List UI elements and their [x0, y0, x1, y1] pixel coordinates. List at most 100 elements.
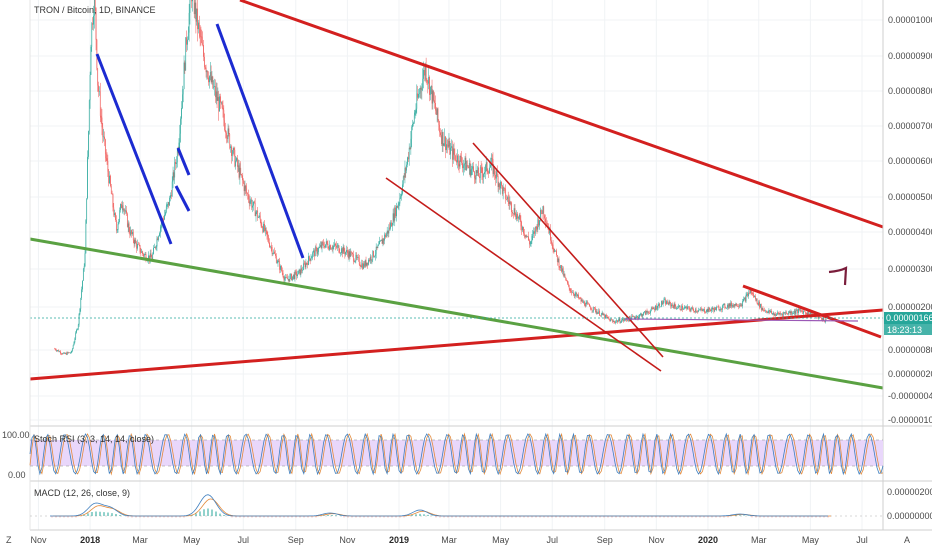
candle-body [337, 245, 339, 247]
candle-body [148, 255, 149, 261]
candle-body [334, 243, 336, 246]
trend-line-recent-down[interactable] [742, 284, 882, 339]
candle-body [323, 242, 325, 246]
candle-body [581, 300, 583, 302]
candle-body [299, 269, 301, 275]
candle-body [512, 212, 513, 214]
candle-body [549, 228, 551, 234]
candle-body [719, 309, 721, 311]
candle-body [562, 268, 564, 276]
time-axis[interactable]: Nov 2018 Mar May Jul Sep Nov 2019 Mar May Jul Sep No… [30, 535, 867, 545]
candle-body [464, 157, 466, 165]
candle-body [697, 311, 699, 313]
candle-body [135, 239, 137, 243]
candle-body [641, 313, 643, 317]
trend-line-blue-4[interactable] [215, 23, 305, 259]
price-axis[interactable]: 0.00001000 0.00000900 0.00000800 0.00000700… [888, 15, 932, 425]
candle-body [238, 165, 240, 178]
candle-body [215, 86, 216, 98]
candle-body [433, 91, 435, 101]
candle-body [587, 302, 589, 304]
candle-body [87, 156, 88, 199]
candle-body [248, 194, 249, 200]
candle-body [379, 240, 380, 245]
candle-body [702, 309, 704, 311]
candle-body [233, 148, 235, 150]
candle-body [479, 167, 481, 178]
candle-body [424, 69, 425, 76]
candle-body [457, 155, 458, 163]
candle-body [90, 46, 92, 75]
candle-body [347, 250, 348, 254]
candle-body [167, 202, 169, 205]
candle-body [498, 183, 500, 187]
trend-line-blue-2[interactable] [176, 147, 191, 176]
candle-body [419, 88, 421, 94]
candle-body [314, 250, 315, 257]
candle-body [681, 305, 683, 311]
timezone-button[interactable]: Z [6, 535, 12, 545]
candle-body [429, 86, 431, 95]
candle-body [192, 0, 193, 2]
candle-body [501, 181, 502, 186]
candle-body [661, 301, 662, 307]
trend-line-red-support[interactable] [29, 308, 884, 381]
candle-body [351, 252, 352, 253]
candle-body [643, 312, 644, 315]
candle-body [640, 313, 642, 315]
candle-body [765, 310, 766, 312]
candle-body [650, 307, 652, 311]
candle-body [371, 259, 373, 261]
candle-body [298, 269, 300, 271]
candle-body [704, 309, 705, 313]
candle-body [760, 303, 762, 311]
candle-body [716, 306, 718, 308]
auto-scale-button[interactable]: A [904, 535, 910, 545]
candle-body [414, 112, 416, 116]
candle-body [440, 135, 442, 145]
candle-body [655, 305, 657, 310]
candle-body [279, 261, 281, 270]
candle-body [275, 255, 277, 263]
candle-body [119, 210, 121, 220]
candle-body [577, 294, 578, 297]
candle-body [303, 263, 305, 265]
candle-body [651, 307, 653, 309]
candle-body [268, 237, 270, 243]
candle-body [121, 204, 122, 209]
candle-body [601, 312, 603, 314]
trend-line-channel-lower[interactable] [385, 177, 662, 372]
candle-body [653, 308, 655, 310]
trend-line-blue-1[interactable] [95, 53, 173, 245]
candle-body [80, 298, 82, 309]
candle-body [777, 312, 778, 315]
trend-line-purple[interactable] [624, 318, 859, 322]
trend-line-red-upper[interactable] [239, 0, 884, 229]
candle-body [753, 293, 755, 298]
candle-body [314, 247, 316, 257]
candle-body [266, 230, 268, 236]
candle-body [560, 265, 562, 268]
trend-line-green[interactable] [29, 237, 884, 390]
candle-body [700, 308, 702, 310]
candle-body [679, 305, 681, 310]
trend-line-blue-3[interactable] [174, 185, 191, 212]
candle-body [387, 230, 389, 234]
candle-body [639, 314, 641, 315]
candle-body [546, 222, 548, 226]
candle-body [418, 93, 419, 98]
candle-body [100, 115, 102, 118]
candle-body [285, 277, 286, 279]
candle-body [441, 132, 443, 145]
candle-body [664, 299, 666, 301]
candle-body [109, 175, 110, 184]
trend-line-channel-upper[interactable] [472, 142, 664, 358]
candle-body [589, 306, 591, 310]
candle-body [81, 289, 82, 299]
candle-body [322, 242, 324, 243]
candle-body [551, 243, 553, 245]
time-axis-tick: Jul [546, 535, 558, 545]
candle-body [388, 227, 390, 234]
candle-body [148, 255, 150, 261]
